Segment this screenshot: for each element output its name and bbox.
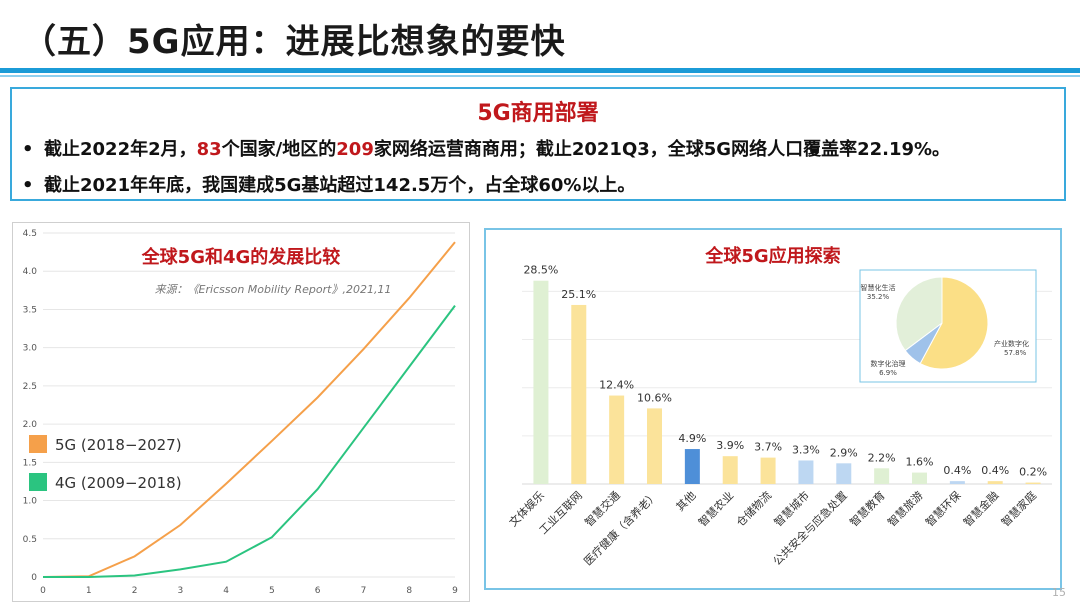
bullet-2-text: 截止2021年年底，我国建成5G基站超过142.5万个，占全球60%以上。 — [44, 175, 636, 196]
bar-value-label: 25.1% — [561, 288, 596, 301]
y-tick-label: 3.0 — [23, 344, 38, 354]
series-5g-line — [42, 241, 456, 578]
bar-value-label: 0.2% — [1019, 466, 1047, 479]
header-divider-light — [0, 75, 1080, 77]
x-tick-label: 2 — [132, 586, 138, 596]
x-tick-label: 5 — [269, 586, 275, 596]
y-tick-label: 0 — [31, 573, 37, 583]
bullet-line-2: • 截止2021年年底，我国建成5G基站超过142.5万个，占全球60%以上。 — [22, 171, 635, 197]
bar-value-label: 0.4% — [943, 464, 971, 477]
y-tick-label: 1.5 — [23, 458, 37, 468]
bar — [949, 481, 965, 484]
pie-slice-value: 57.8% — [1004, 349, 1027, 357]
pie-slice-label: 数字化治理 — [871, 359, 906, 368]
y-tick-label: 2.5 — [23, 382, 37, 392]
bar-category-label: 智慧农业 — [695, 488, 736, 529]
bar-category-label: 智慧家庭 — [998, 488, 1039, 529]
bullet-dot: • — [22, 139, 34, 160]
pie-slice-value: 35.2% — [867, 293, 890, 301]
line-chart-panel: 0 0.5 1.0 1.5 2.0 2.5 3.0 3.5 4.0 4.5 0 1 2 3 4 5 6 7 8 9 全球… — [12, 222, 470, 602]
bullet-line-1: • 截止2022年2月，83个国家/地区的209家网络运营商商用；截止2021Q3… — [22, 135, 950, 161]
legend-swatch-5g — [29, 435, 47, 453]
bullet-1-text-c: 家网络运营商商用；截止2021Q3，全球5G网络人口覆盖率22.19%。 — [373, 139, 951, 160]
bar — [836, 463, 852, 484]
y-tick-label: 3.5 — [23, 305, 37, 315]
pie-slice-label: 产业数字化 — [994, 339, 1029, 348]
bar-value-label: 2.2% — [868, 451, 896, 464]
bar-value-label: 10.6% — [637, 391, 672, 404]
x-tick-label: 1 — [86, 586, 92, 596]
legend-swatch-4g — [29, 473, 47, 491]
pie-slice-label: 智慧化生活 — [861, 283, 896, 292]
bullet-dot: • — [22, 175, 34, 196]
deployment-summary-box: 5G商用部署 • 截止2022年2月，83个国家/地区的209家网络运营商商用；截… — [10, 87, 1066, 201]
bar-category-label: 其他 — [674, 489, 699, 514]
bar-value-label: 12.4% — [599, 379, 634, 392]
bar-chart: 全球5G应用探索28.5%文体娱乐25.1%工业互联网12.4%智慧交通10.6… — [506, 245, 1052, 568]
bar-category-label: 智慧教育 — [847, 488, 888, 529]
bar-value-label: 3.7% — [754, 441, 782, 454]
y-tick-label: 2.0 — [23, 420, 38, 430]
page-number: 15 — [1052, 586, 1066, 599]
pie-slice-value: 6.9% — [879, 369, 897, 377]
y-tick-label: 0.5 — [23, 535, 37, 545]
bar — [987, 481, 1003, 484]
operator-count: 209 — [336, 139, 374, 160]
deployment-title: 5G商用部署 — [477, 101, 599, 126]
series-4g-line — [43, 305, 456, 578]
pie-slice — [895, 276, 943, 352]
bar — [798, 460, 814, 484]
bar-value-label: 3.9% — [716, 439, 744, 452]
header-divider — [0, 68, 1080, 73]
bar-chart-title: 全球5G应用探索 — [704, 245, 840, 267]
bullet-1-text-b: 个国家/地区的 — [221, 139, 337, 160]
bar — [684, 449, 700, 484]
line-chart: 0 0.5 1.0 1.5 2.0 2.5 3.0 3.5 4.0 4.5 0 1 2 3 4 5 6 7 8 9 全球… — [23, 229, 458, 596]
legend-label-5g: 5G (2018−2027) — [55, 436, 182, 454]
bar-value-label: 1.6% — [906, 456, 934, 469]
bar-category-label: 智慧旅游 — [885, 488, 926, 529]
bar-value-label: 3.3% — [792, 443, 820, 456]
bar — [1025, 482, 1041, 484]
y-tick-label: 4.5 — [23, 229, 37, 239]
bar-value-label: 4.9% — [678, 432, 706, 445]
bar-category-label: 仓储物流 — [733, 488, 774, 529]
y-tick-label: 1.0 — [23, 497, 38, 507]
country-count: 83 — [196, 139, 222, 160]
bar-category-label: 智慧环保 — [922, 488, 963, 529]
y-tick-label: 4.0 — [23, 267, 38, 277]
bar — [722, 456, 738, 484]
bar-value-label: 28.5% — [523, 264, 558, 277]
bar — [874, 468, 890, 484]
pie-slice — [919, 276, 989, 370]
bar — [609, 395, 625, 484]
bar-chart-panel: 全球5G应用探索 28.5% 文体娱乐 25.1% 工业互联网 12.4% 智慧交通 10.6… — [484, 228, 1062, 590]
bar — [571, 304, 587, 484]
bar-category-label: 智慧金融 — [960, 488, 1001, 529]
x-tick-label: 0 — [40, 586, 46, 596]
bar — [912, 472, 927, 484]
x-tick-label: 6 — [315, 586, 321, 596]
x-tick-label: 8 — [406, 586, 412, 596]
bar-value-label: 0.4% — [981, 464, 1009, 477]
x-tick-label: 9 — [452, 586, 458, 596]
line-chart-source: 来源：《Ericsson Mobility Report》,2021,11 — [155, 283, 392, 296]
page-title: （五）5G应用：进展比想象的要快 — [22, 22, 566, 62]
x-tick-label: 7 — [361, 586, 367, 596]
legend-label-4g: 4G (2009−2018) — [55, 474, 182, 492]
x-tick-label: 4 — [223, 586, 229, 596]
line-chart-grid — [43, 232, 455, 578]
bar — [533, 280, 549, 484]
bar-value-label: 2.9% — [830, 446, 858, 459]
x-tick-label: 3 — [177, 586, 183, 596]
bar — [760, 457, 776, 484]
line-chart-title: 全球5G和4G的发展比较 — [141, 246, 341, 268]
bar — [647, 408, 662, 484]
bullet-1-text-a: 截止2022年2月， — [44, 139, 197, 160]
